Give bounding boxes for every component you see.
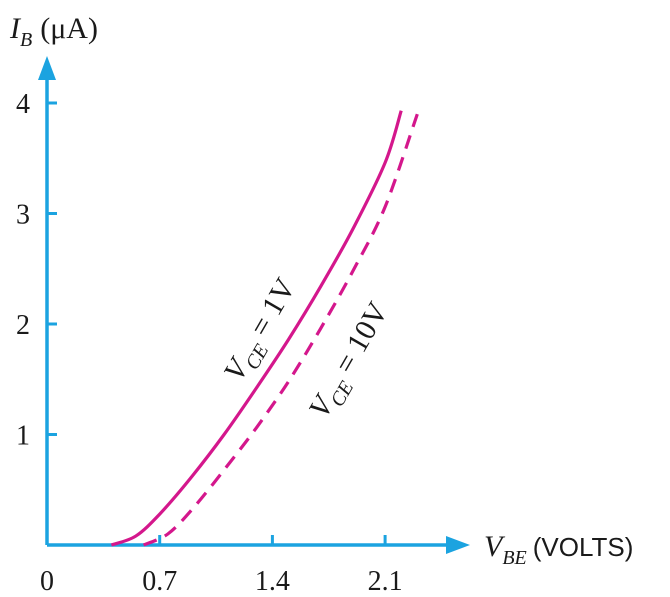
curve-label-vce-10v: VCE = 10V [302, 296, 400, 426]
y-axis-arrowhead [38, 56, 56, 80]
x-tick-label-1-4: 1.4 [255, 566, 290, 597]
y-tick-label-2: 2 [16, 310, 30, 341]
tick-marks [47, 101, 387, 545]
y-tick-label-4: 4 [16, 89, 30, 120]
y-axis-title: IB (μA) [9, 12, 98, 51]
x-axis-arrowhead [446, 536, 470, 554]
x-tick-label-2-1: 2.1 [368, 566, 403, 597]
x-axis-title: VBE (VOLTS) [484, 530, 633, 569]
x-tick-label-0-7: 0.7 [142, 566, 177, 597]
y-tick-label-3: 3 [16, 200, 30, 231]
curves [110, 110, 419, 547]
curve-vce-10v [142, 113, 419, 547]
y-tick-label-1: 1 [16, 421, 30, 452]
x-tick-label-0: 0 [40, 566, 54, 597]
curve-vce-1v [110, 110, 403, 547]
tick-labels: 1 2 3 4 0 0.7 1.4 2.1 [16, 89, 403, 597]
